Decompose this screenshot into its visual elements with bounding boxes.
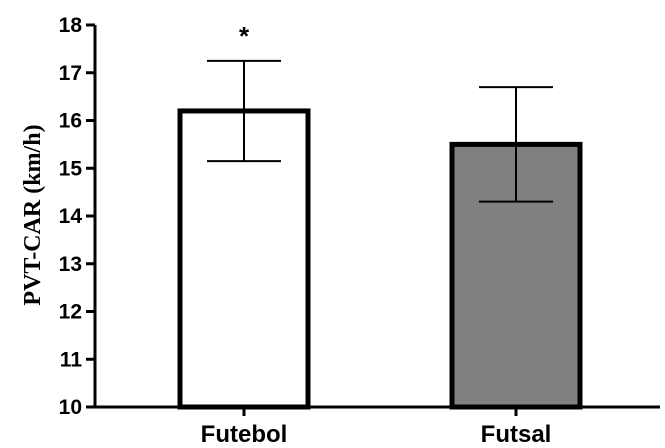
y-tick-label: 11 bbox=[60, 348, 83, 371]
x-tick-label: Futsal bbox=[481, 421, 552, 448]
y-tick-label: 17 bbox=[59, 62, 82, 85]
bar bbox=[177, 108, 311, 410]
error-bar bbox=[479, 86, 553, 203]
y-tick-label: 15 bbox=[59, 157, 83, 180]
y-tick-label: 16 bbox=[59, 110, 82, 133]
bars: * bbox=[177, 21, 583, 410]
error-bar bbox=[207, 59, 281, 163]
y-tick-label: 10 bbox=[59, 396, 82, 419]
y-axis-title: PVT-CAR (km/h) bbox=[20, 124, 46, 305]
y-axis: 10 11 12 13 14 15 16 17 18 bbox=[59, 14, 97, 419]
x-tick-label: Futebol bbox=[201, 421, 288, 448]
y-tick-label: 13 bbox=[59, 253, 82, 276]
y-tick-label: 14 bbox=[59, 205, 83, 228]
y-tick-label: 12 bbox=[59, 301, 82, 324]
y-tick-label: 18 bbox=[59, 14, 83, 37]
x-axis: Futebol Futsal bbox=[95, 405, 660, 448]
significance-marker: * bbox=[239, 21, 250, 51]
